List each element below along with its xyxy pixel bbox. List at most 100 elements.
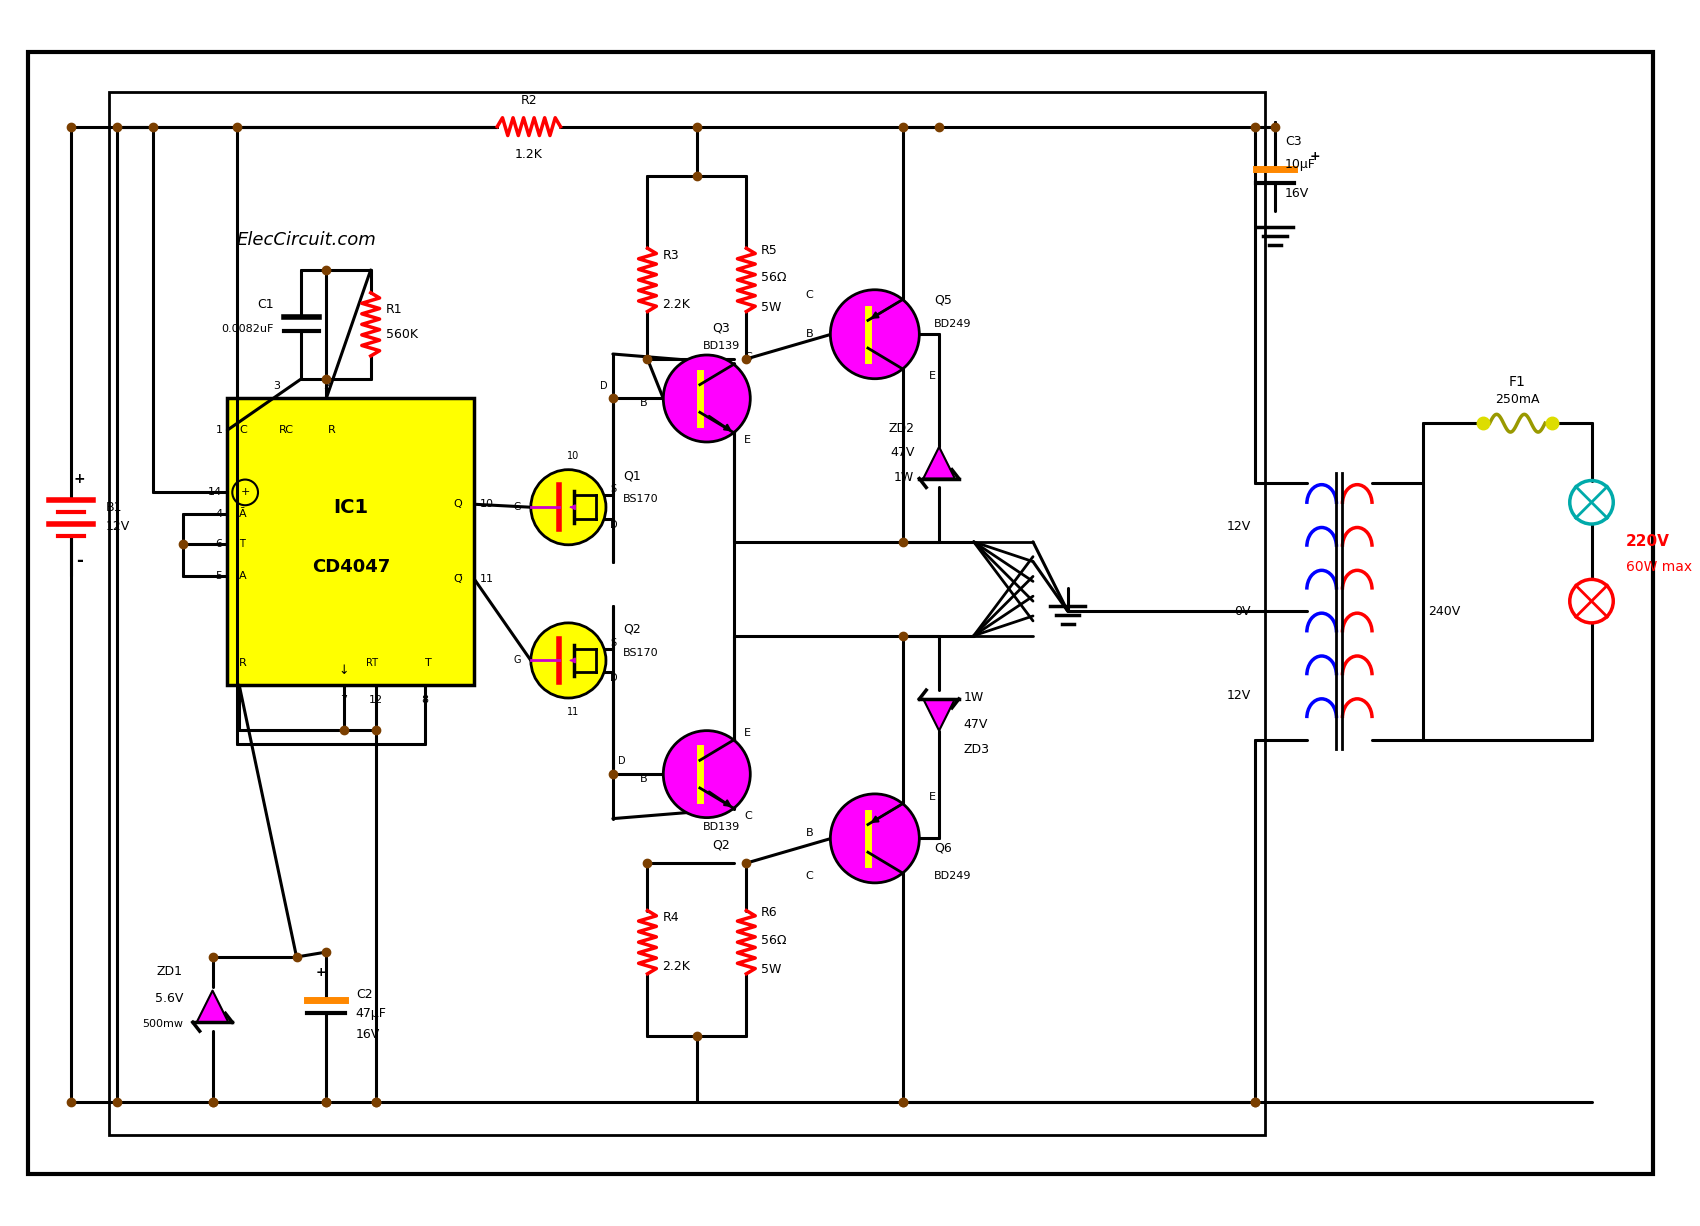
- Text: D: D: [617, 756, 626, 766]
- Circle shape: [663, 731, 750, 818]
- Text: 12: 12: [369, 695, 382, 705]
- Text: 4: 4: [216, 509, 223, 519]
- Text: 0V: 0V: [1234, 604, 1251, 618]
- Text: C3: C3: [1285, 135, 1302, 148]
- Text: BS170: BS170: [622, 647, 658, 657]
- Text: D: D: [600, 380, 609, 391]
- Text: C1: C1: [257, 298, 274, 311]
- Text: +: +: [240, 488, 250, 498]
- Text: B: B: [639, 398, 648, 408]
- Polygon shape: [923, 699, 955, 731]
- Text: 3: 3: [274, 380, 280, 391]
- Text: 12V: 12V: [105, 521, 129, 533]
- Text: 7: 7: [340, 695, 347, 705]
- Text: F1: F1: [1510, 375, 1527, 389]
- Text: C: C: [745, 810, 751, 820]
- Text: C2: C2: [355, 988, 372, 1002]
- Text: T̅: T̅: [240, 538, 245, 549]
- Text: BD139: BD139: [704, 821, 740, 831]
- Text: 5W: 5W: [762, 302, 782, 314]
- Text: R6: R6: [762, 906, 779, 920]
- Text: Q3: Q3: [712, 321, 731, 335]
- Text: 60W max: 60W max: [1627, 559, 1692, 574]
- Circle shape: [830, 794, 920, 883]
- Circle shape: [530, 470, 605, 544]
- Text: 1: 1: [216, 425, 223, 435]
- Text: 8: 8: [422, 695, 428, 705]
- Text: R1: R1: [386, 303, 403, 316]
- Text: D: D: [610, 520, 617, 530]
- Text: 1W: 1W: [894, 471, 915, 484]
- Text: +: +: [1309, 150, 1321, 163]
- Text: ZD1: ZD1: [156, 965, 184, 978]
- Polygon shape: [197, 991, 228, 1022]
- Text: 2.2K: 2.2K: [663, 298, 690, 311]
- Text: ZD3: ZD3: [964, 743, 989, 756]
- Text: 240V: 240V: [1428, 604, 1460, 618]
- Text: ZD2: ZD2: [889, 422, 915, 435]
- Text: Q6: Q6: [933, 842, 952, 855]
- Text: E: E: [930, 370, 937, 381]
- Bar: [109, 92, 1265, 1135]
- Text: 16V: 16V: [355, 1027, 381, 1041]
- Text: 56Ω: 56Ω: [762, 271, 787, 284]
- Text: BD249: BD249: [933, 870, 972, 881]
- Text: Q2: Q2: [712, 839, 731, 851]
- Text: S: S: [610, 638, 615, 647]
- FancyBboxPatch shape: [228, 398, 474, 685]
- Text: RC: RC: [279, 425, 294, 435]
- Circle shape: [530, 623, 605, 698]
- Text: 11: 11: [568, 707, 580, 717]
- Text: 56Ω: 56Ω: [762, 934, 787, 946]
- Text: 47μF: 47μF: [355, 1007, 386, 1020]
- Text: T: T: [425, 658, 432, 668]
- Text: +: +: [316, 966, 326, 978]
- Text: 2.2K: 2.2K: [663, 960, 690, 973]
- Text: S: S: [610, 484, 615, 494]
- Text: 10μF: 10μF: [1285, 158, 1316, 170]
- Text: 47V: 47V: [964, 718, 988, 731]
- Text: R4: R4: [663, 911, 678, 924]
- Text: 560K: 560K: [386, 327, 418, 341]
- Text: E: E: [930, 792, 937, 802]
- Text: 16V: 16V: [1285, 188, 1309, 200]
- Text: Q5: Q5: [933, 293, 952, 306]
- Text: BS170: BS170: [622, 494, 658, 504]
- Text: 250mA: 250mA: [1494, 394, 1540, 406]
- Text: B: B: [806, 829, 814, 839]
- Text: Q̅: Q̅: [454, 575, 462, 585]
- Text: C: C: [745, 352, 751, 362]
- Text: C: C: [806, 870, 814, 881]
- Text: 220V: 220V: [1627, 535, 1669, 549]
- Text: 5W: 5W: [762, 964, 782, 976]
- Text: 500mw: 500mw: [141, 1019, 184, 1029]
- Text: ElecCircuit.com: ElecCircuit.com: [236, 232, 376, 249]
- Text: 5: 5: [216, 571, 223, 581]
- Text: BD139: BD139: [704, 341, 740, 351]
- Text: 9: 9: [236, 695, 243, 705]
- Text: E: E: [745, 435, 751, 445]
- Text: CD4047: CD4047: [311, 558, 389, 575]
- Text: -: -: [75, 552, 83, 570]
- Text: C: C: [806, 289, 814, 299]
- Text: +: +: [73, 472, 85, 487]
- Polygon shape: [923, 447, 955, 478]
- Circle shape: [830, 289, 920, 379]
- Text: E: E: [745, 727, 751, 738]
- Circle shape: [663, 356, 750, 443]
- Text: G: G: [513, 656, 520, 666]
- Text: 1.2K: 1.2K: [515, 148, 542, 162]
- Text: 0.0082uF: 0.0082uF: [221, 325, 274, 335]
- Text: 6: 6: [216, 538, 223, 549]
- Text: Ā: Ā: [240, 509, 246, 519]
- Text: 12V: 12V: [1226, 521, 1251, 533]
- Text: 10: 10: [568, 451, 580, 461]
- Text: Q2: Q2: [622, 623, 641, 635]
- Text: 11: 11: [479, 575, 493, 585]
- Text: R2: R2: [520, 94, 537, 107]
- Text: G: G: [513, 503, 520, 512]
- Text: BD249: BD249: [933, 319, 972, 330]
- Text: R: R: [328, 425, 337, 435]
- Text: 12V: 12V: [1226, 689, 1251, 701]
- Text: 5.6V: 5.6V: [155, 992, 184, 1005]
